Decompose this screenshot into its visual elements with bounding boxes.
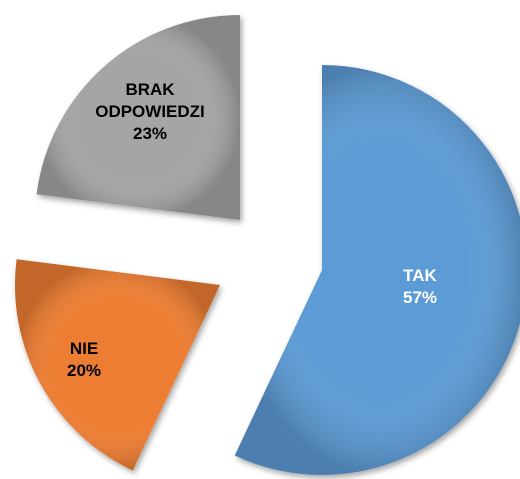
- slice-label: BRAK ODPOWIEDZI 23%: [80, 79, 220, 145]
- slice-label: TAK 57%: [350, 265, 490, 309]
- category-label: NIE: [69, 339, 99, 358]
- value-label: 23%: [132, 124, 168, 143]
- value-label: 20%: [66, 361, 102, 380]
- category-label: BRAK ODPOWIEDZI: [95, 80, 205, 121]
- value-label: 57%: [402, 288, 438, 307]
- slice-label: NIE 20%: [14, 338, 154, 382]
- category-label: TAK: [403, 266, 437, 285]
